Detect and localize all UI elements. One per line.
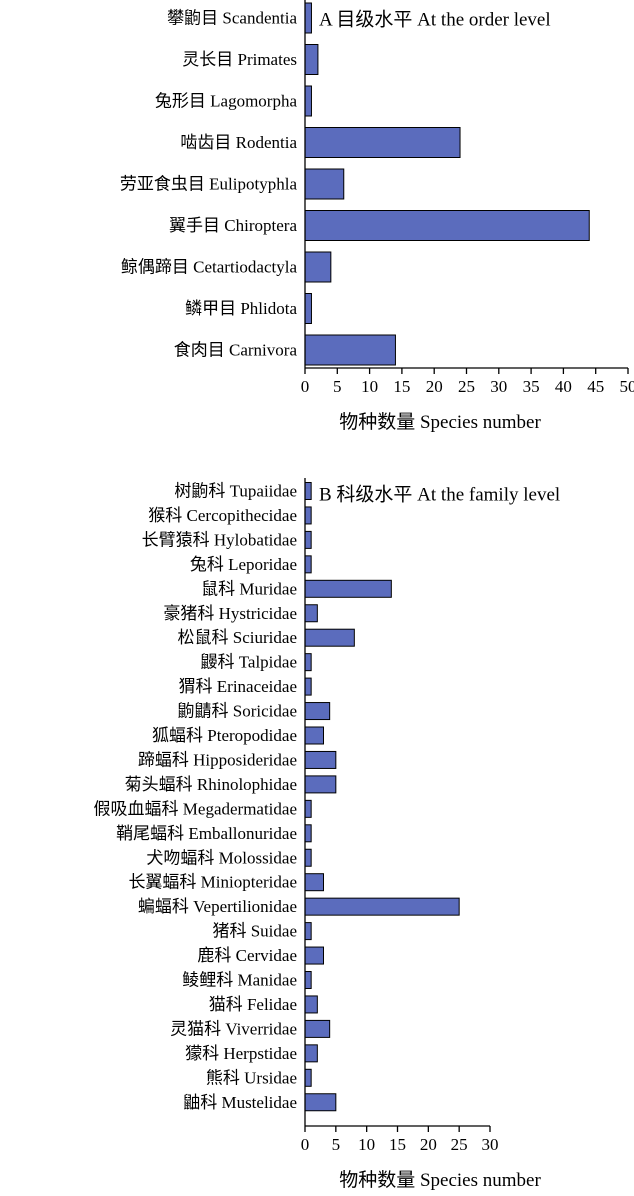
category-label-a-5: 翼手目 Chiroptera <box>169 216 297 235</box>
bar-a-3 <box>304 127 461 158</box>
x-axis-title-a: 物种数量 Species number <box>339 411 541 433</box>
bar-b-14 <box>304 824 312 843</box>
bar-b-4 <box>304 579 392 598</box>
bar-a-8 <box>304 334 396 366</box>
category-label-a-0: 攀鼩目 Scandentia <box>167 9 297 28</box>
bar-b-20 <box>304 971 312 989</box>
category-label-a-6: 鲸偶蹄目 Cetartiodactyla <box>121 258 298 277</box>
category-label-a-8: 食肉目 Carnivora <box>174 341 298 360</box>
category-label-b-5: 豪猪科 Hystricidae <box>163 603 297 623</box>
category-label-b-0: 树鼩科 Tupaiidae <box>174 482 297 501</box>
category-label-b-2: 长臂猿科 Hylobatidae <box>142 530 297 549</box>
x-tick-label-a-3: 15 <box>393 377 410 396</box>
bar-a-5 <box>304 210 590 241</box>
category-label-b-10: 狐蝠科 Pteropodidae <box>152 726 297 745</box>
bar-b-21 <box>304 995 318 1014</box>
category-label-b-9: 鼩鼱科 Soricidae <box>178 702 297 721</box>
x-tick-label-a-5: 25 <box>458 377 475 396</box>
bar-b-15 <box>304 848 312 867</box>
category-label-b-7: 鼹科 Talpidae <box>200 653 297 672</box>
bar-b-2 <box>304 530 312 549</box>
x-tick-label-b-5: 25 <box>451 1135 468 1154</box>
bar-b-9 <box>304 702 331 721</box>
bar-b-0 <box>304 482 312 500</box>
bar-b-5 <box>304 604 318 623</box>
x-axis-title-b: 物种数量 Species number <box>339 1169 541 1191</box>
x-tick-label-a-1: 5 <box>333 377 342 396</box>
x-tick-label-a-8: 40 <box>555 377 572 396</box>
bar-b-1 <box>304 506 312 525</box>
x-tick-label-a-10: 50 <box>620 377 634 396</box>
bar-b-3 <box>304 555 312 574</box>
x-tick-label-b-4: 20 <box>420 1135 437 1154</box>
x-tick-label-a-0: 0 <box>301 377 310 396</box>
category-label-a-7: 鳞甲目 Phlidota <box>185 299 297 318</box>
x-tick-label-b-1: 5 <box>332 1135 341 1154</box>
category-label-a-1: 灵长目 Primates <box>182 50 297 69</box>
bar-b-16 <box>304 873 324 892</box>
bar-a-2 <box>304 85 312 117</box>
category-label-a-3: 啮齿目 Rodentia <box>180 133 297 152</box>
panel-title-b: B 科级水平 At the family level <box>319 484 560 506</box>
x-tick-label-b-3: 15 <box>389 1135 406 1154</box>
chart-panel-b: 树鼩科 Tupaiidae 猴科 Cercopithecidae 长臂猿科 Hylo… <box>94 478 560 1191</box>
bar-b-19 <box>304 946 324 965</box>
x-tick-label-a-9: 45 <box>587 377 604 396</box>
category-label-b-16: 长翼蝠科 Miniopteridae <box>128 873 297 892</box>
x-tick-label-b-6: 30 <box>482 1135 499 1154</box>
category-label-b-24: 熊科 Ursidae <box>206 1068 297 1087</box>
bar-b-12 <box>304 775 337 794</box>
category-label-b-1: 猴科 Cercopithecidae <box>148 506 297 525</box>
category-label-b-3: 兔科 Leporidae <box>190 555 297 574</box>
category-label-b-19: 鹿科 Cervidae <box>197 946 297 965</box>
x-tick-label-b-0: 0 <box>301 1135 310 1154</box>
category-label-b-20: 鲮鲤科 Manidae <box>182 971 297 990</box>
x-tick-label-a-2: 10 <box>361 377 378 396</box>
category-label-b-18: 猪科 Suidae <box>212 922 297 941</box>
category-label-b-14: 鞘尾蝠科 Emballonuridae <box>116 824 297 843</box>
category-label-b-21: 猫科 Felidae <box>209 995 297 1014</box>
category-label-a-4: 劳亚食虫目 Eulipotyphla <box>120 175 298 194</box>
bar-b-24 <box>304 1068 312 1087</box>
bar-b-6 <box>304 628 355 647</box>
bar-a-7 <box>304 293 312 324</box>
bar-b-13 <box>304 799 312 818</box>
bar-b-17 <box>304 897 460 916</box>
category-label-b-11: 蹄蝠科 Hipposideridae <box>138 750 297 769</box>
category-label-b-13: 假吸血蝠科 Megadermatidae <box>94 799 297 818</box>
category-label-b-25: 鼬科 Mustelidae <box>183 1093 297 1112</box>
bar-b-10 <box>304 726 324 745</box>
panel-title-a: A 目级水平 At the order level <box>319 9 551 31</box>
category-label-b-22: 灵猫科 Viverridae <box>170 1019 297 1038</box>
x-tick-label-a-7: 35 <box>523 377 540 396</box>
bar-b-11 <box>304 750 337 769</box>
category-label-b-23: 獴科 Herpstidae <box>185 1044 297 1063</box>
category-label-b-17: 蝙蝠科 Vepertilionidae <box>138 897 297 916</box>
bar-a-1 <box>304 44 319 75</box>
category-label-b-8: 猬科 Erinaceidae <box>179 677 297 696</box>
x-tick-label-a-6: 30 <box>490 377 507 396</box>
category-label-a-2: 兔形目 Lagomorpha <box>155 92 298 111</box>
category-label-b-12: 菊头蝠科 Rhinolophidae <box>125 775 297 794</box>
category-label-b-15: 犬吻蝠科 Molossidae <box>146 848 297 867</box>
category-label-b-6: 松鼠科 Sciuridae <box>178 628 297 647</box>
x-tick-label-a-4: 20 <box>426 377 443 396</box>
bar-a-0 <box>304 2 312 34</box>
x-tick-label-b-2: 10 <box>358 1135 375 1154</box>
bar-b-8 <box>304 677 312 696</box>
bar-b-18 <box>304 922 312 941</box>
bar-a-4 <box>304 168 345 200</box>
chart-panel-a: 攀鼩目 Scandentia 灵长目 Primates 兔形目 Lagomorpha… <box>120 0 634 433</box>
category-label-b-4: 鼠科 Muridae <box>201 579 297 598</box>
bar-b-23 <box>304 1044 318 1063</box>
bar-b-7 <box>304 653 312 672</box>
bar-b-22 <box>304 1019 331 1038</box>
bar-a-6 <box>304 251 332 283</box>
bar-b-25 <box>304 1093 337 1112</box>
